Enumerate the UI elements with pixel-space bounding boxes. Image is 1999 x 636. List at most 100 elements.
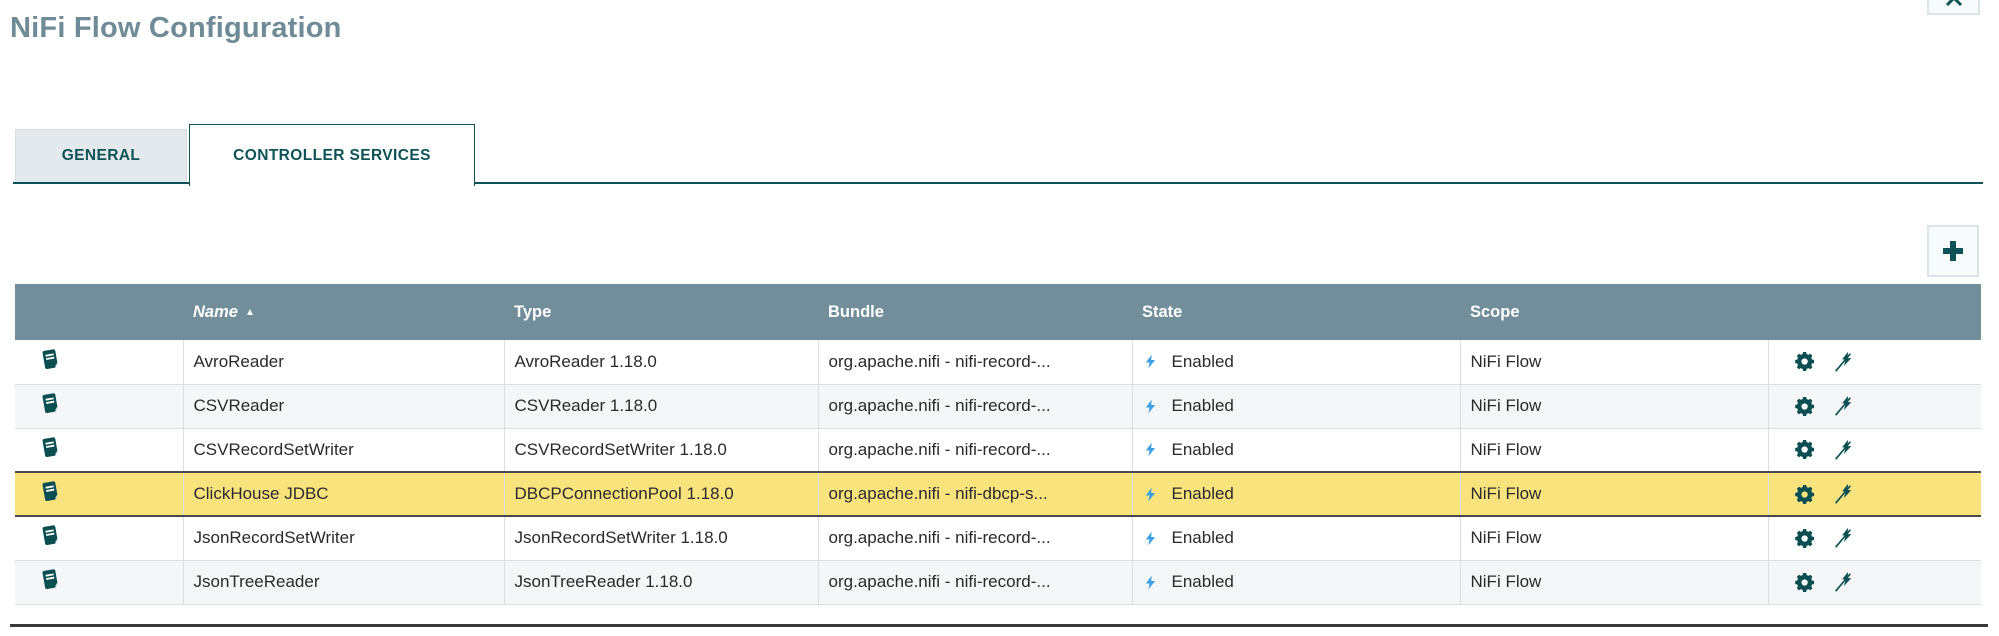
plus-icon [1943,241,1963,261]
cell-type: JsonTreeReader 1.18.0 [504,560,819,605]
cell-actions [1768,428,1981,473]
cell-scope: NiFi Flow [1460,340,1769,385]
cell-type: JsonRecordSetWriter 1.18.0 [504,516,819,561]
cell-usage [15,340,184,385]
table-row[interactable]: CSVReader CSVReader 1.18.0 org.apache.ni… [15,384,1981,429]
close-icon [1945,0,1962,7]
cell-name: AvroReader [183,340,505,385]
disable-bolt-slash-icon[interactable] [1832,351,1854,373]
cell-actions [1768,471,1981,517]
cell-state: Enabled [1132,384,1461,429]
header-state[interactable]: State [1132,284,1460,340]
cell-usage [15,428,184,473]
state-label: Enabled [1171,528,1234,548]
disable-bolt-slash-icon[interactable] [1832,527,1854,549]
tab-general[interactable]: GENERAL [15,129,187,182]
cell-name: JsonTreeReader [183,560,505,605]
configure-gear-icon[interactable] [1794,572,1816,593]
configure-gear-icon[interactable] [1794,396,1816,417]
cell-actions [1768,384,1981,429]
close-button[interactable] [1927,0,1980,15]
table-row[interactable]: ClickHouse JDBC DBCPConnectionPool 1.18.… [15,471,1981,517]
cell-usage [15,560,184,605]
state-label: Enabled [1171,351,1234,371]
header-scope[interactable]: Scope [1460,284,1768,340]
cell-name: CSVReader [183,384,505,429]
enabled-bolt-icon [1145,442,1155,457]
usage-book-icon[interactable] [39,568,62,591]
cell-type: AvroReader 1.18.0 [504,340,819,385]
table-row[interactable]: AvroReader AvroReader 1.18.0 org.apache.… [15,340,1981,385]
header-name[interactable]: Name ▲ [183,284,504,340]
cell-scope: NiFi Flow [1460,471,1769,517]
disable-bolt-slash-icon[interactable] [1832,483,1854,505]
enabled-bolt-icon [1145,487,1155,501]
cell-actions [1768,340,1981,385]
cell-state: Enabled [1132,516,1461,561]
cell-scope: NiFi Flow [1460,428,1769,473]
tab-bar: GENERAL CONTROLLER SERVICES [13,124,1983,186]
controller-services-table: Name ▲ Type Bundle State Scope [15,284,1981,605]
table-row[interactable]: CSVRecordSetWriter CSVRecordSetWriter 1.… [15,428,1981,473]
table-header: Name ▲ Type Bundle State Scope [15,284,1981,340]
cell-scope: NiFi Flow [1460,384,1769,429]
cell-usage [15,471,184,517]
cell-bundle: org.apache.nifi - nifi-record-... [818,384,1133,429]
usage-book-icon[interactable] [39,480,62,503]
header-actions-column [1768,284,1981,340]
enabled-bolt-icon [1145,354,1155,369]
configure-gear-icon[interactable] [1794,351,1816,372]
cell-name: JsonRecordSetWriter [183,516,505,561]
table-row[interactable]: JsonTreeReader JsonTreeReader 1.18.0 org… [15,560,1981,605]
table-row[interactable]: JsonRecordSetWriter JsonRecordSetWriter … [15,516,1981,561]
cell-type: CSVRecordSetWriter 1.18.0 [504,428,819,473]
state-label: Enabled [1171,484,1234,503]
configure-gear-icon[interactable] [1794,484,1816,505]
usage-book-icon[interactable] [39,348,62,371]
enabled-bolt-icon [1145,575,1155,589]
cell-bundle: org.apache.nifi - nifi-record-... [818,516,1133,561]
tab-underline [13,182,1983,184]
cell-type: DBCPConnectionPool 1.18.0 [504,471,819,517]
enabled-bolt-icon [1145,399,1155,413]
header-type[interactable]: Type [504,284,818,340]
state-label: Enabled [1171,396,1234,415]
add-service-button[interactable] [1927,225,1979,277]
cell-state: Enabled [1132,471,1461,517]
cell-bundle: org.apache.nifi - nifi-record-... [818,340,1133,385]
cell-usage [15,516,184,561]
cell-type: CSVReader 1.18.0 [504,384,819,429]
cell-name: CSVRecordSetWriter [183,428,505,473]
enabled-bolt-icon [1145,531,1155,546]
cell-actions [1768,516,1981,561]
state-label: Enabled [1171,439,1234,459]
header-icon-column [15,284,183,340]
sort-ascending-icon: ▲ [244,306,255,318]
services-table-body: AvroReader AvroReader 1.18.0 org.apache.… [15,340,1981,605]
cell-name: ClickHouse JDBC [183,471,505,517]
cell-state: Enabled [1132,340,1461,385]
cell-state: Enabled [1132,428,1461,473]
dialog-bottom-edge [10,624,1988,627]
configure-gear-icon[interactable] [1794,439,1816,460]
cell-scope: NiFi Flow [1460,560,1769,605]
usage-book-icon[interactable] [39,392,62,415]
disable-bolt-slash-icon[interactable] [1832,439,1854,461]
cell-bundle: org.apache.nifi - nifi-dbcp-s... [818,471,1133,517]
disable-bolt-slash-icon[interactable] [1832,571,1854,593]
configure-gear-icon[interactable] [1794,528,1816,549]
tab-controller-services[interactable]: CONTROLLER SERVICES [189,124,475,186]
cell-bundle: org.apache.nifi - nifi-record-... [818,428,1133,473]
cell-usage [15,384,184,429]
cell-actions [1768,560,1981,605]
state-label: Enabled [1171,572,1234,591]
disable-bolt-slash-icon[interactable] [1832,395,1854,417]
usage-book-icon[interactable] [39,436,62,459]
header-name-label: Name [193,302,238,321]
cell-scope: NiFi Flow [1460,516,1769,561]
header-bundle[interactable]: Bundle [818,284,1132,340]
cell-bundle: org.apache.nifi - nifi-record-... [818,560,1133,605]
cell-state: Enabled [1132,560,1461,605]
usage-book-icon[interactable] [39,524,62,547]
